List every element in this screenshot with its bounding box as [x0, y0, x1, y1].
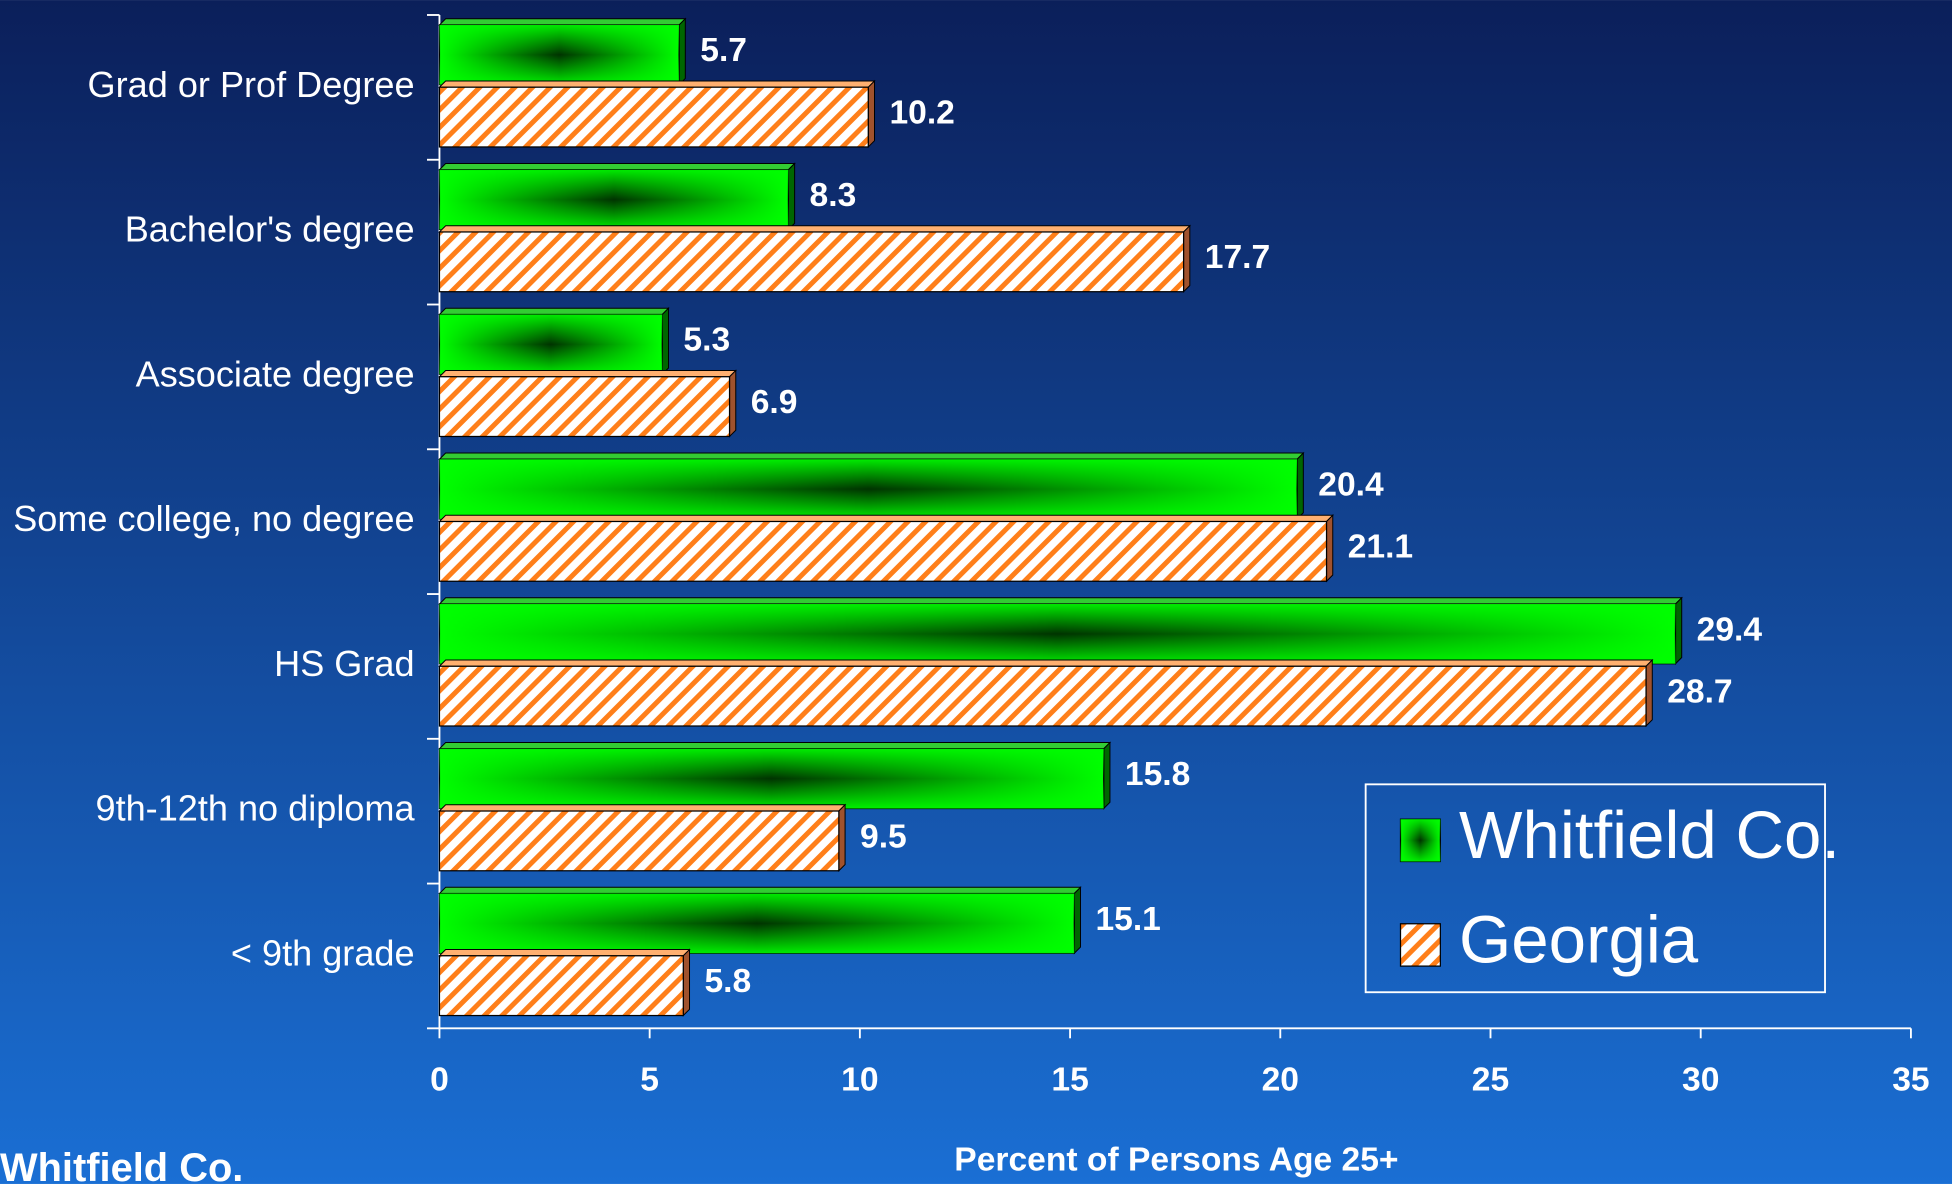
- legend-swatch: [1399, 923, 1441, 967]
- bar: [438, 520, 1328, 582]
- bar-side: [678, 17, 686, 86]
- bar-side: [867, 79, 875, 149]
- bar-side: [661, 307, 669, 376]
- value-label: 28.7: [1667, 674, 1732, 711]
- bar-side: [1326, 514, 1334, 583]
- category-label: Associate degree: [136, 353, 415, 394]
- category-label: < 9th grade: [231, 932, 415, 973]
- bar-side: [838, 803, 846, 872]
- bar: [438, 810, 840, 872]
- bar: [438, 231, 1185, 293]
- category-label: Bachelor's degree: [125, 209, 415, 250]
- bar-top: [438, 659, 1654, 667]
- bar-top: [438, 307, 670, 315]
- value-label: 15.1: [1095, 901, 1160, 938]
- x-tick-label: 5: [640, 1062, 659, 1099]
- bar-shade: [439, 314, 663, 375]
- x-tick-label: 10: [841, 1062, 878, 1099]
- legend-label: Georgia: [1459, 903, 1699, 978]
- bar-top: [438, 949, 691, 957]
- x-tick-label: 20: [1262, 1062, 1299, 1099]
- category-label: Some college, no degree: [13, 498, 414, 539]
- bar: [438, 86, 869, 148]
- x-axis-label: Percent of Persons Age 25+: [954, 1141, 1398, 1178]
- bar: [438, 955, 684, 1017]
- bar-top: [438, 514, 1334, 522]
- bar-top: [438, 369, 737, 378]
- legend-box: [1364, 783, 1826, 994]
- category-label: 9th-12th no diploma: [96, 788, 416, 829]
- bar-side: [682, 948, 691, 1017]
- value-label: 21.1: [1348, 529, 1413, 566]
- bar: [438, 376, 731, 438]
- x-tick-label: 25: [1472, 1062, 1509, 1099]
- bar-side: [787, 162, 796, 231]
- value-label: 5.8: [704, 963, 751, 1000]
- bar-side: [1073, 886, 1082, 955]
- value-label: 17.7: [1205, 239, 1270, 276]
- bar-top: [438, 597, 1683, 605]
- legend-label: Whitfield Co.: [1459, 798, 1840, 873]
- bar-side: [1645, 658, 1653, 728]
- bar-top: [438, 162, 796, 171]
- bar-shade: [439, 459, 1298, 519]
- bar-side: [1183, 224, 1191, 293]
- value-label: 10.2: [889, 94, 954, 131]
- bar-shade: [439, 169, 789, 230]
- plot: 0 5 10 15 20 25 30 35 Grad or Prof Degree 5.7 10.2…: [13, 14, 1930, 1099]
- bar-side: [1296, 451, 1304, 521]
- value-label: 6.9: [751, 384, 798, 421]
- bar-shade: [439, 748, 1104, 809]
- bar-top: [438, 886, 1082, 895]
- bar-shade: [439, 604, 1676, 664]
- category-label: Grad or Prof Degree: [88, 64, 415, 105]
- bar-side: [729, 369, 737, 438]
- value-label: 5.3: [683, 322, 730, 359]
- x-tick-label: 30: [1682, 1062, 1719, 1099]
- x-tick-label: 35: [1892, 1062, 1929, 1099]
- legend-swatch-shade: [1400, 819, 1441, 862]
- bar-side: [1103, 741, 1111, 810]
- bar-top: [438, 80, 876, 88]
- category-label: HS Grad: [274, 643, 414, 684]
- bar-top: [438, 18, 687, 26]
- bar-top: [438, 452, 1305, 460]
- value-label: 8.3: [810, 177, 857, 214]
- bar-top: [438, 225, 1192, 233]
- value-label: 5.7: [700, 32, 747, 69]
- value-label: 20.4: [1318, 467, 1384, 504]
- footer: Whitfield Co.: [0, 1146, 243, 1184]
- value-label: 29.4: [1697, 611, 1763, 648]
- bar-side: [1674, 596, 1683, 665]
- bar: [438, 665, 1647, 727]
- bar-top: [438, 742, 1112, 750]
- bar-top: [438, 804, 847, 812]
- bar-shade: [439, 24, 680, 85]
- x-tick-label: 0: [430, 1062, 449, 1099]
- x-tick-label: 15: [1051, 1062, 1088, 1099]
- bar-shade: [439, 893, 1075, 954]
- value-label: 15.8: [1125, 756, 1190, 793]
- value-label: 9.5: [860, 818, 907, 855]
